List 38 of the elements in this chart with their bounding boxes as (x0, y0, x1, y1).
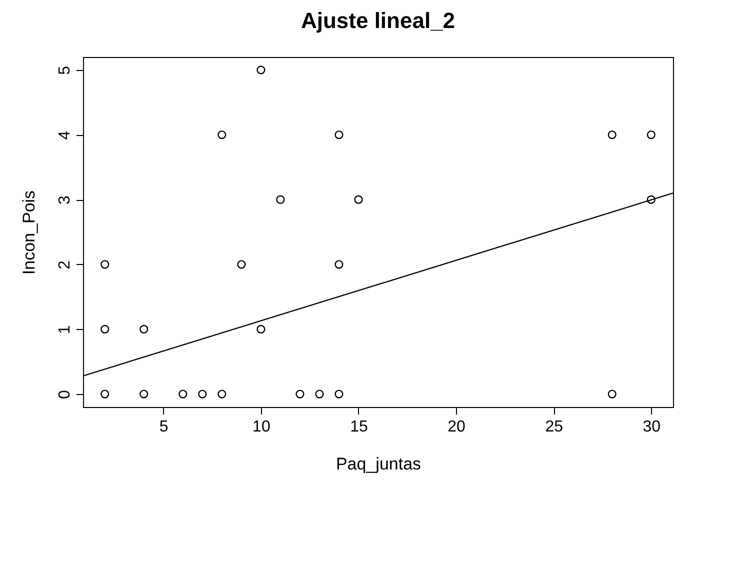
point (354, 195, 363, 204)
point (256, 66, 266, 74)
point (140, 324, 148, 334)
x-tick-label: 5 (159, 418, 168, 436)
point (140, 390, 148, 398)
point (256, 324, 266, 334)
point (608, 130, 616, 140)
x-tick-label: 25 (545, 418, 564, 436)
y-tick-label: 2 (56, 260, 74, 270)
point (218, 390, 226, 398)
y-tick-label: 1 (56, 325, 74, 334)
y-tick-label: 3 (56, 196, 74, 205)
point (296, 390, 304, 398)
x-axis-title: Paq_juntas (336, 454, 422, 474)
point (646, 130, 656, 140)
x-tick-label: 20 (448, 418, 466, 436)
point (334, 260, 344, 269)
chart-title: Ajuste lineal_2 (300, 8, 456, 33)
x-tick-label: 30 (642, 418, 661, 436)
y-axis-title: Incon_Pois (20, 190, 38, 275)
point (608, 390, 616, 398)
point (100, 390, 110, 398)
point (334, 390, 344, 398)
point (237, 260, 246, 269)
point (100, 260, 110, 269)
point (218, 130, 226, 140)
point (315, 390, 324, 398)
point (178, 390, 188, 398)
point (100, 324, 110, 334)
y-tick-label: 5 (56, 66, 74, 75)
y-tick-label: 4 (56, 130, 74, 140)
point (646, 195, 656, 204)
point (334, 130, 344, 140)
point (276, 195, 285, 204)
x-tick-label: 10 (252, 418, 270, 436)
y-tick-label: 0 (56, 390, 74, 399)
x-tick-label: 15 (350, 418, 368, 436)
point (198, 390, 207, 398)
